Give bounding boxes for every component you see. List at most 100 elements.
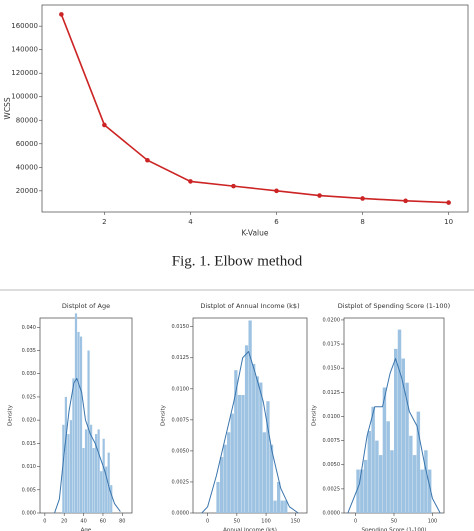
x-tick-label: 100 <box>261 519 271 525</box>
histogram-bar <box>409 435 413 513</box>
histogram-bar <box>427 469 432 513</box>
x-axis-label: Annual Income (k$) <box>223 528 277 531</box>
histogram-bar <box>424 450 428 513</box>
x-tick-label: 2 <box>102 218 106 226</box>
kde-curve <box>201 351 299 514</box>
y-tick-label: 0.0000 <box>172 511 190 517</box>
histogram-bar <box>77 331 80 513</box>
y-tick-label: 0.0025 <box>172 479 190 485</box>
histogram-bar <box>95 434 98 513</box>
histogram-bar <box>280 500 284 513</box>
x-tick-label: 150 <box>291 519 301 525</box>
kde-curve <box>347 358 441 514</box>
line-marker <box>102 122 107 128</box>
histogram-bar <box>79 336 83 513</box>
y-tick-label: 40000 <box>16 163 38 171</box>
histogram-bar <box>284 500 288 513</box>
y-axis-label: WCSS <box>3 97 12 119</box>
x-tick-label: 40 <box>80 519 86 525</box>
y-axis-label: Density <box>8 404 14 426</box>
y-tick-label: 0.000 <box>22 511 36 517</box>
y-tick-label: 0.0125 <box>323 390 341 396</box>
y-tick-label: 0.020 <box>22 418 36 424</box>
plot-frame <box>41 4 469 213</box>
x-tick-label: 100 <box>428 519 438 525</box>
histogram-bar <box>401 358 406 513</box>
histogram-bar <box>416 411 421 513</box>
y-tick-label: 0.0150 <box>323 366 341 372</box>
histogram-bar <box>371 406 375 513</box>
histogram-bar <box>277 481 281 513</box>
histogram-bar <box>394 348 398 513</box>
x-axis-label: Age <box>81 528 92 531</box>
histogram-bar <box>64 396 68 513</box>
chart-title: Distplot of Age <box>62 302 110 310</box>
histogram-bar <box>100 471 103 513</box>
histogram-bar <box>269 444 274 513</box>
histogram-bar <box>266 401 270 513</box>
histogram-bar <box>219 457 224 513</box>
y-tick-label: 0.0000 <box>323 511 341 517</box>
histogram-bar <box>367 430 372 513</box>
y-tick-label: 0.0200 <box>323 317 341 323</box>
y-tick-label: 0.035 <box>22 348 36 354</box>
histogram-bar <box>216 481 220 513</box>
x-tick-label: 0 <box>206 519 209 525</box>
y-tick-label: 160000 <box>11 22 38 30</box>
y-tick-label: 0.0025 <box>323 486 341 492</box>
y-tick-label: 80000 <box>16 116 38 124</box>
y-tick-label: 100000 <box>11 93 38 101</box>
y-tick-label: 0.0150 <box>172 324 190 330</box>
histogram-bar <box>230 413 234 513</box>
y-tick-label: 0.040 <box>22 325 36 331</box>
x-tick-label: 8 <box>360 218 364 226</box>
histogram-bar <box>74 313 78 513</box>
x-tick-label: 50 <box>234 519 240 525</box>
y-tick-label: 60000 <box>16 140 38 148</box>
line-marker <box>188 179 193 184</box>
histogram-bar <box>87 350 90 513</box>
line-marker <box>403 198 408 204</box>
histogram-bar <box>405 382 409 513</box>
histogram-bar <box>223 444 227 513</box>
y-axis-label: Density <box>312 404 318 426</box>
x-tick-label: 80 <box>119 519 125 525</box>
x-tick-label: 0 <box>43 519 46 525</box>
y-tick-label: 120000 <box>11 69 38 77</box>
x-axis-label: K-Value <box>242 228 269 237</box>
line-marker <box>59 12 64 17</box>
histogram-bar <box>244 345 249 513</box>
histogram-bar <box>259 382 263 513</box>
histogram-bar <box>69 420 73 513</box>
line-marker <box>446 200 451 205</box>
chart-title: Distplot of Annual Income (k$) <box>200 302 299 310</box>
histogram-bar <box>378 455 383 513</box>
histogram-bar <box>363 459 368 513</box>
x-tick-label: 10 <box>444 218 453 226</box>
histogram-bar <box>105 466 108 513</box>
x-tick-label: 6 <box>274 218 279 226</box>
histogram-bar <box>248 320 252 513</box>
y-tick-label: 0.015 <box>22 441 36 447</box>
histogram-bar <box>273 500 277 513</box>
histogram-bar <box>241 395 245 513</box>
y-tick-label: 0.005 <box>22 487 36 493</box>
y-tick-label: 20000 <box>16 187 38 195</box>
line-marker <box>317 193 322 198</box>
y-tick-label: 0.030 <box>22 371 36 377</box>
histogram-bar <box>234 370 238 513</box>
histogram-bar <box>237 395 242 513</box>
histogram-bar <box>110 485 113 513</box>
x-tick-label: 20 <box>61 519 67 525</box>
y-tick-label: 0.0050 <box>172 448 190 454</box>
y-tick-label: 0.025 <box>22 394 36 400</box>
line-marker <box>360 196 365 201</box>
histogram-bar <box>62 424 65 513</box>
histogram-bar <box>84 429 88 513</box>
y-tick-label: 140000 <box>11 46 38 54</box>
histogram-bar <box>375 440 379 513</box>
x-tick-label: 0 <box>354 519 357 525</box>
line-marker <box>274 188 279 194</box>
histogram-bar <box>386 421 390 513</box>
